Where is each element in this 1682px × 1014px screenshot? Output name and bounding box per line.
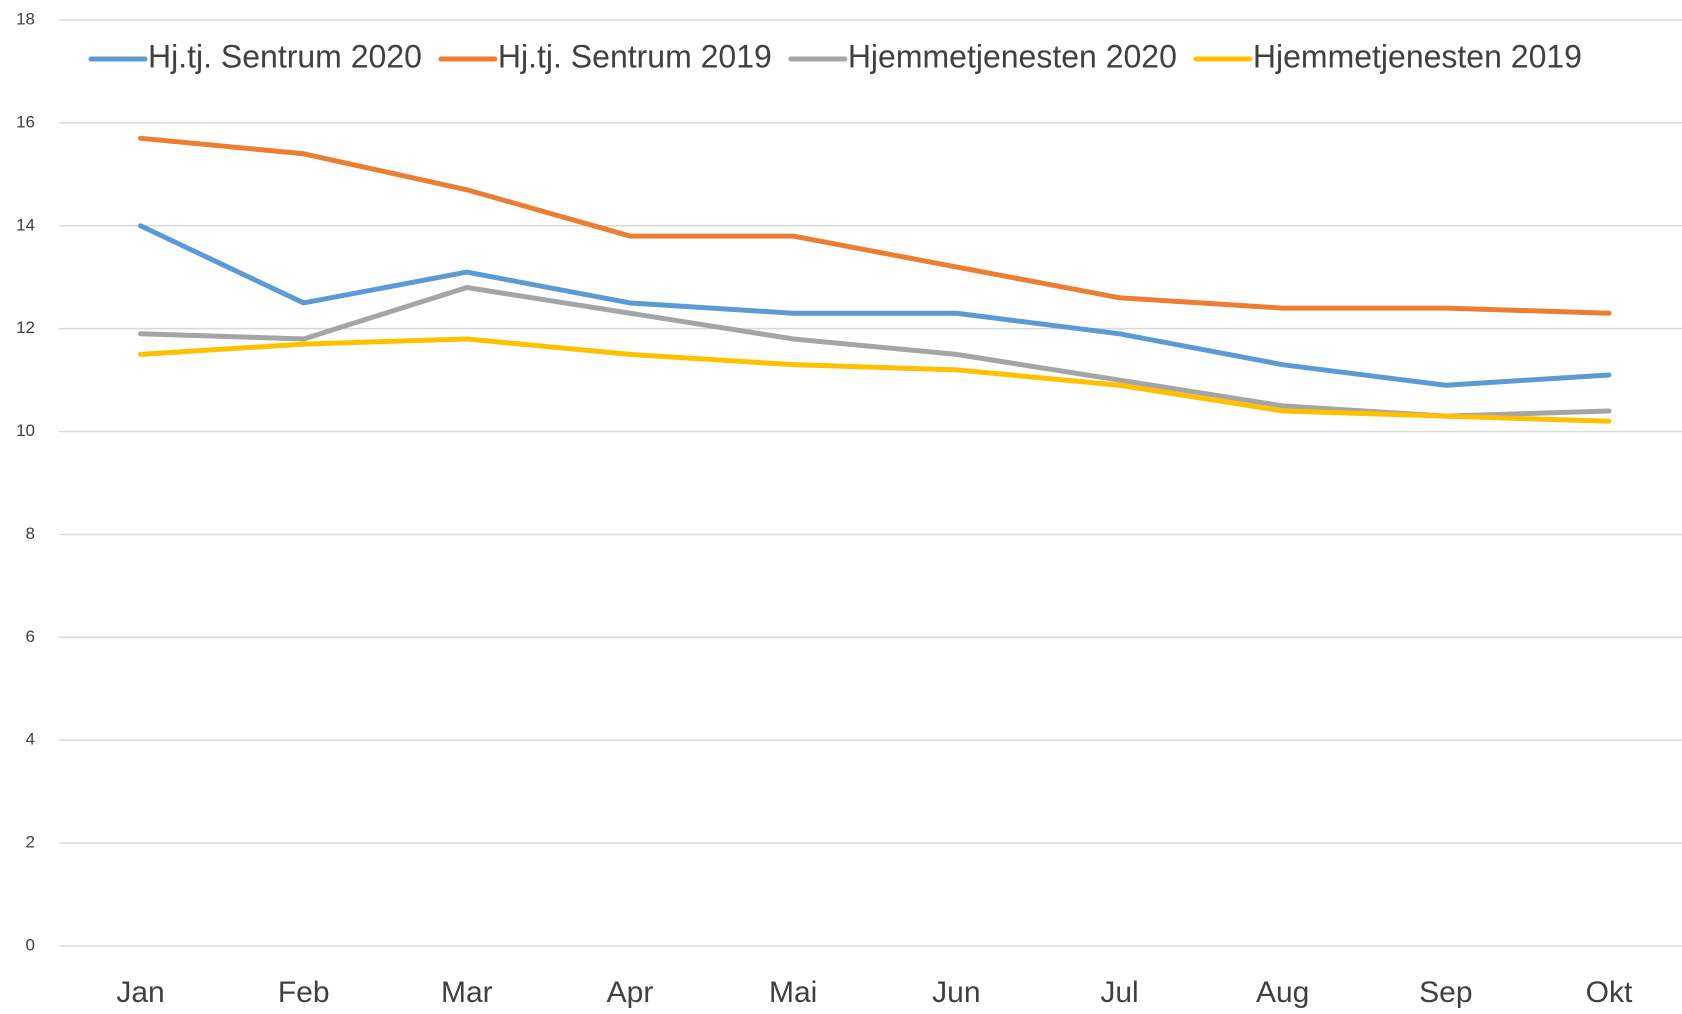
y-tick-label: 14: [16, 215, 35, 234]
legend-label: Hjemmetjenesten 2019: [1253, 38, 1582, 74]
x-tick-label: Mar: [441, 976, 493, 1009]
x-tick-label: Apr: [607, 976, 654, 1009]
x-tick-label: Aug: [1256, 976, 1309, 1009]
y-tick-label: 16: [16, 112, 35, 131]
x-tick-label: Sep: [1419, 976, 1472, 1009]
x-tick-label: Okt: [1586, 976, 1633, 1009]
y-tick-label: 0: [26, 935, 35, 954]
y-tick-label: 12: [16, 318, 35, 337]
legend-label: Hjemmetjenesten 2020: [848, 38, 1177, 74]
y-tick-label: 6: [26, 627, 35, 646]
series-line: [138, 135, 1612, 316]
x-tick-label: Feb: [278, 976, 330, 1009]
series-line: [138, 336, 1612, 424]
series-line: [138, 223, 1612, 388]
y-tick-label: 4: [26, 730, 35, 749]
y-tick-label: 10: [16, 421, 35, 440]
legend-label: Hj.tj. Sentrum 2020: [148, 38, 422, 74]
legend-label: Hj.tj. Sentrum 2019: [498, 38, 772, 74]
y-tick-label: 8: [26, 524, 35, 543]
series-line: [138, 285, 1612, 419]
x-tick-label: Jul: [1100, 976, 1138, 1009]
x-tick-label: Mai: [769, 976, 817, 1009]
y-tick-label: 2: [26, 833, 35, 852]
y-tick-label: 18: [16, 9, 35, 28]
x-tick-label: Jan: [116, 976, 164, 1009]
x-tick-label: Jun: [932, 976, 980, 1009]
